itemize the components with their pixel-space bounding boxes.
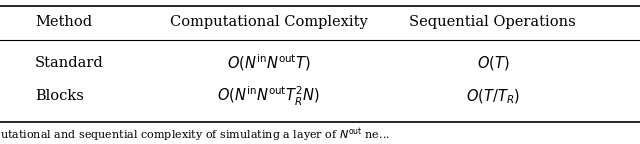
Text: $O(T/T_R)$: $O(T/T_R)$ xyxy=(466,87,520,106)
Text: $O(N^{\mathrm{in}} N^{\mathrm{out}} T)$: $O(N^{\mathrm{in}} N^{\mathrm{out}} T)$ xyxy=(227,52,310,73)
Text: $O(N^{\mathrm{in}} N^{\mathrm{out}} T_R^2 N)$: $O(N^{\mathrm{in}} N^{\mathrm{out}} T_R^… xyxy=(218,85,320,108)
Text: $O(T)$: $O(T)$ xyxy=(477,54,509,72)
Text: Sequential Operations: Sequential Operations xyxy=(410,15,576,29)
Text: Standard: Standard xyxy=(35,56,104,70)
Text: Computational Complexity: Computational Complexity xyxy=(170,15,367,29)
Text: Blocks: Blocks xyxy=(35,89,84,104)
Text: utational and sequential complexity of simulating a layer of $N^{\mathrm{out}}$ : utational and sequential complexity of s… xyxy=(0,127,390,144)
Text: Method: Method xyxy=(35,15,92,29)
